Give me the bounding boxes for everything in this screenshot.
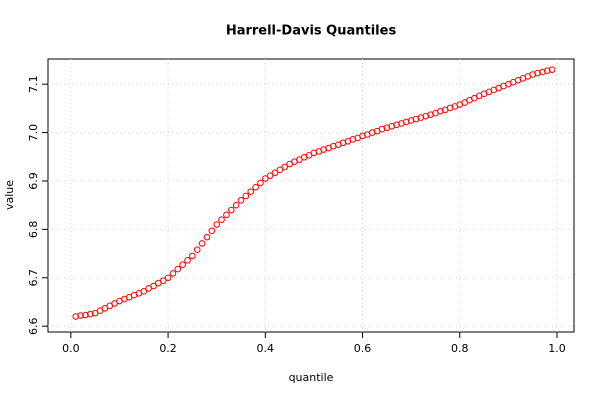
point [232,201,240,209]
point [140,288,148,295]
point [164,274,172,282]
point [198,240,206,247]
point [150,282,157,290]
point [159,277,167,284]
x-axis-label: quantile [289,371,334,384]
point [193,246,201,254]
x-tick-label: 0.0 [62,342,80,355]
x-tick-label: 0.8 [451,342,469,355]
point [86,310,94,318]
point [237,197,245,204]
point [72,313,80,320]
point [271,169,279,177]
point [247,188,255,195]
point [227,206,235,214]
x-tick-label: 0.4 [257,342,275,355]
point [276,166,284,174]
point [257,179,264,187]
point [174,265,182,273]
y-tick-label: 7.1 [27,75,40,93]
point [218,216,225,224]
y-tick-label: 6.7 [27,269,40,287]
point [548,66,556,73]
point [223,211,230,219]
point [534,69,541,77]
y-axis-label: value [3,180,16,210]
y-tick-label: 6.8 [27,221,40,239]
point [169,270,177,277]
point [242,192,250,200]
point [203,233,211,241]
point [208,227,216,235]
point [266,172,274,179]
x-tick-label: 0.6 [354,342,372,355]
y-tick-label: 7.0 [27,124,40,142]
point [82,311,89,319]
y-tick-label: 6.9 [27,172,40,190]
point [281,163,289,171]
point [184,257,191,264]
point [252,183,259,191]
point [77,312,84,319]
chart-title: Harrell-Davis Quantiles [226,24,397,39]
point [179,261,186,269]
x-tick-label: 0.2 [159,342,177,355]
y-tick-label: 6.6 [27,317,40,335]
point [262,175,269,182]
point [189,252,196,260]
x-tick-label: 1.0 [548,342,566,355]
point [213,221,220,228]
point [543,67,551,74]
plot-frame [47,58,575,333]
